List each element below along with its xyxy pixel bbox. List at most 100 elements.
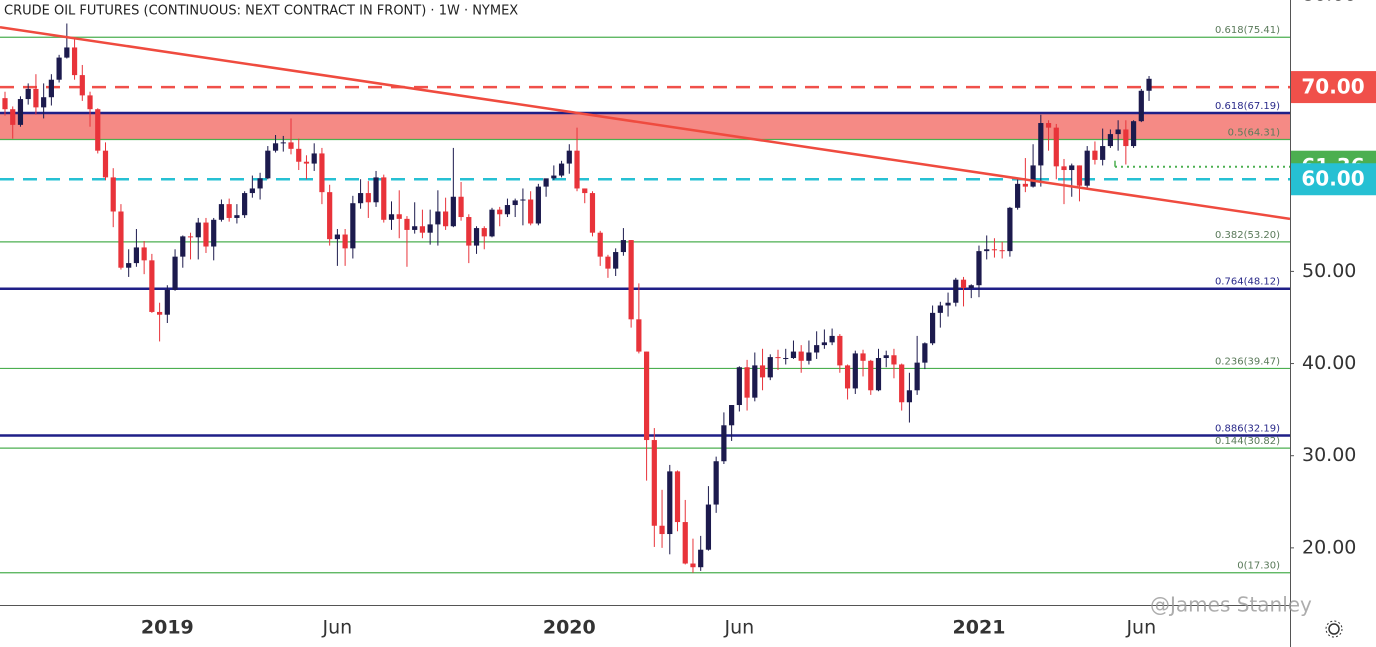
candle-body: [829, 335, 835, 343]
candle-body: [620, 240, 626, 253]
candle-body: [1092, 150, 1098, 160]
candle-body: [1038, 123, 1044, 166]
candle-body: [1015, 183, 1021, 208]
candle-body: [272, 143, 279, 151]
gear-teeth[interactable]: [1325, 620, 1343, 638]
resistance-zone: [0, 112, 1290, 140]
candle-body: [458, 196, 464, 218]
price-box-label: 70.00: [1301, 75, 1364, 99]
candle-body: [535, 186, 541, 224]
candle-body: [999, 250, 1005, 252]
candle-body: [1045, 123, 1052, 128]
plot-area: 0.618(75.41) 0.618(67.19) 0.5(64.31) 0.382(…: [0, 23, 1291, 574]
candle-body: [1053, 127, 1059, 167]
fib-label: 0(17.30): [1237, 561, 1280, 572]
candle-body: [1107, 134, 1113, 147]
candle-body: [141, 247, 147, 261]
x-tick-label: 2020: [543, 617, 596, 639]
price-box: [1291, 163, 1376, 196]
candle-body: [195, 222, 201, 238]
candle-body: [566, 150, 572, 164]
candle-body: [899, 364, 905, 403]
candle-body: [396, 214, 402, 219]
candle-body: [95, 109, 101, 151]
candle-body: [558, 163, 565, 176]
candle-body: [1123, 129, 1129, 147]
candle-body: [775, 357, 781, 359]
candle-body: [450, 196, 456, 227]
y-tick-label: 80.00: [1302, 0, 1356, 5]
candle-body: [891, 355, 897, 365]
candle-body: [589, 193, 596, 233]
candle-body: [203, 222, 209, 247]
candle-body: [265, 150, 271, 179]
candle-body: [798, 351, 804, 361]
candle-body: [242, 193, 248, 216]
candle-body: [71, 47, 78, 76]
candle-body: [303, 161, 310, 164]
candle-body: [551, 175, 557, 179]
candle-body: [489, 209, 495, 237]
candle-body: [257, 178, 263, 189]
trendline: [0, 25, 1291, 221]
candle-body: [334, 234, 340, 240]
candle-body: [806, 352, 812, 361]
candle-body: [126, 263, 132, 268]
candle-body: [218, 204, 225, 220]
candle-body: [628, 240, 634, 320]
candle-body: [636, 319, 642, 352]
candle-body: [744, 367, 750, 398]
candle-body: [790, 351, 797, 359]
candle-body: [1115, 129, 1121, 135]
fib-label: 0.5(64.31): [1228, 128, 1280, 139]
candle-body: [659, 525, 665, 535]
candle-body: [1146, 78, 1152, 91]
candle-body: [906, 390, 913, 403]
candle-body: [597, 232, 603, 257]
candle-body: [327, 192, 333, 240]
candle-body: [821, 342, 827, 346]
candle-body: [180, 236, 186, 257]
candle-body: [844, 365, 851, 389]
candle-body: [172, 256, 178, 290]
candle-body: [736, 367, 742, 406]
candle-body: [157, 311, 163, 315]
candle-body: [133, 247, 140, 264]
candle-body: [10, 109, 16, 125]
candle-body: [443, 211, 449, 227]
candle-body: [504, 205, 511, 215]
candle-body: [752, 365, 758, 398]
candle-body: [110, 177, 116, 212]
fib-label: 0.764(48.12): [1215, 277, 1280, 288]
candle-body: [1022, 183, 1028, 187]
candle-body: [87, 95, 93, 110]
settings-icon[interactable]: [1325, 620, 1343, 638]
candle-body: [937, 305, 943, 313]
price-box-label: 60.00: [1301, 167, 1364, 191]
x-tick-label: Jun: [724, 617, 755, 639]
candle-body: [149, 260, 155, 312]
candle-body: [187, 236, 194, 238]
candle-body: [17, 99, 24, 125]
candle-body: [25, 88, 31, 100]
x-tick-label: Jun: [322, 617, 353, 639]
fib-label: 0.618(67.19): [1215, 101, 1280, 112]
candle-body: [713, 461, 719, 505]
candle-body: [643, 351, 650, 441]
candle-body: [875, 358, 882, 391]
candle-body: [296, 148, 302, 162]
candle-body: [582, 188, 588, 194]
candle-body: [960, 279, 967, 288]
candle-body: [288, 142, 294, 149]
candle-body: [342, 234, 348, 249]
candle-body: [497, 209, 503, 215]
candle-body: [814, 345, 820, 353]
candle-body: [868, 360, 874, 391]
candle-body: [698, 549, 704, 568]
candle-body: [234, 215, 240, 218]
candle-body: [512, 200, 518, 206]
gear[interactable]: [1328, 623, 1340, 635]
y-tick-label: 50.00: [1302, 260, 1356, 282]
candle-body: [759, 365, 766, 378]
